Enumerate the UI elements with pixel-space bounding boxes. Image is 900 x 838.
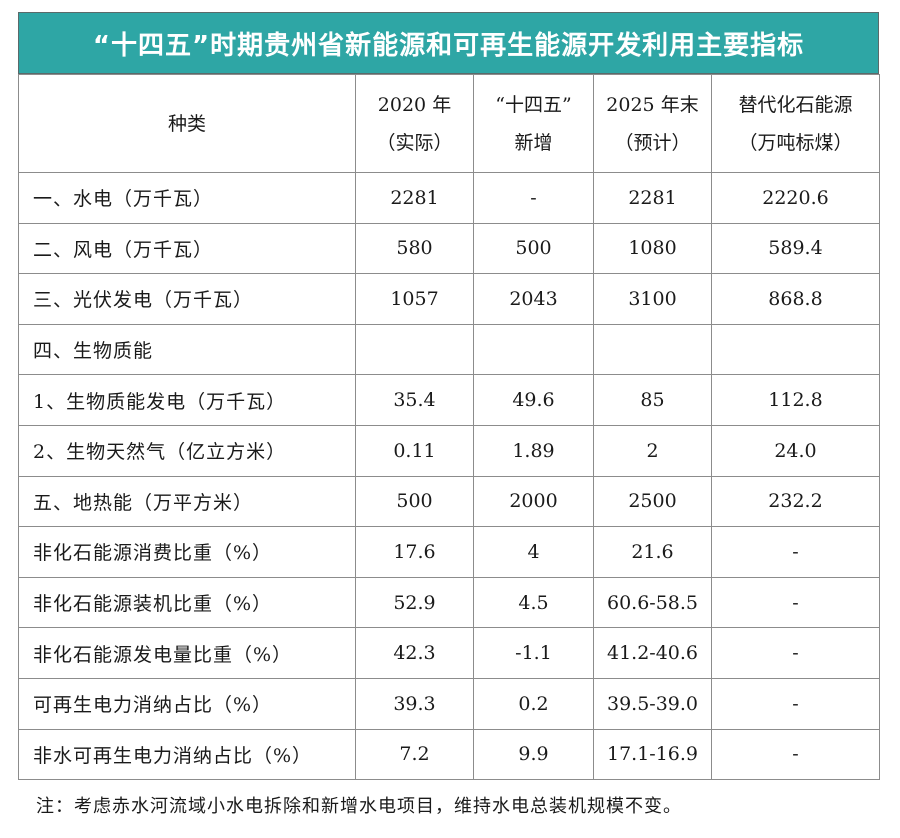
row-label: 一、水电（万千瓦） (18, 172, 356, 224)
cell-substitution (711, 323, 880, 376)
cell-2020: 42.3 (355, 627, 474, 679)
table-row: 非化石能源消费比重（%） 17.6 4 21.6- (18, 526, 880, 578)
cell-substitution: - (711, 728, 880, 781)
cell-2020: 35.4 (355, 374, 474, 426)
cell-2025: 17.1-16.9 (593, 728, 712, 781)
cell-substitution: 2220.6 (711, 172, 880, 224)
row-label: 非化石能源装机比重（%） (18, 576, 356, 629)
cell-substitution: 232.2 (711, 475, 880, 528)
table-row: 1、生物质能发电（万千瓦） 35.4 49.6 85 112.8 (18, 374, 880, 426)
cell-2025: 2281 (593, 172, 712, 224)
indicator-table: 种类 2020 年 （实际） “十四五” 新增 2025 年末 （预计） 替代化… (18, 74, 880, 781)
header-plan-line2: 新增 (514, 131, 553, 154)
cell-plan-added: 0.2 (473, 677, 594, 730)
table-row: 一、水电（万千瓦） 2281-2281 2220.6 (18, 172, 880, 224)
cell-plan-added: 49.6 (473, 374, 594, 426)
table-row: 二、风电（万千瓦） 580 500 1080 589.4 (18, 222, 880, 275)
cell-2025: 21.6 (593, 526, 712, 578)
cell-2020: 0.11 (355, 424, 474, 477)
cell-2020: 17.6 (355, 526, 474, 578)
cell-2025: 39.5-39.0 (593, 677, 712, 730)
cell-plan-added: 4 (473, 526, 594, 578)
cell-plan-added: 4.5 (473, 576, 594, 629)
row-label: 2、生物天然气（亿立方米） (18, 424, 356, 477)
header-substitution: 替代化石能源 （万吨标煤） (711, 74, 880, 173)
table-row: 三、光伏发电（万千瓦） 1057 2043 3100 868.8 (18, 273, 880, 325)
row-label: 非化石能源消费比重（%） (18, 526, 356, 578)
cell-2020: 580 (355, 222, 474, 275)
cell-plan-added: 2043 (473, 273, 594, 325)
table-body: 一、水电（万千瓦） 2281-2281 2220.6 二、风电（万千瓦） 580 500 1… (18, 172, 880, 781)
table-row: 可再生电力消纳占比（%） 39.3 0.2 39.5-39.0- (18, 677, 880, 730)
cell-substitution: 112.8 (711, 374, 880, 426)
header-substitution-line2: （万吨标煤） (738, 131, 853, 154)
cell-2020: 1057 (355, 273, 474, 325)
table-row: 非化石能源装机比重（%） 52.9 4.5 60.6-58.5- (18, 576, 880, 629)
row-label: 非化石能源发电量比重（%） (18, 627, 356, 679)
table-title: “十四五”时期贵州省新能源和可再生能源开发利用主要指标 (18, 12, 879, 74)
cell-2020: 39.3 (355, 677, 474, 730)
cell-plan-added (473, 323, 594, 376)
cell-substitution: - (711, 627, 880, 679)
header-category: 种类 (18, 74, 356, 173)
row-label: 五、地热能（万平方米） (18, 475, 356, 528)
row-label: 1、生物质能发电（万千瓦） (18, 374, 356, 426)
footnote: 注：考虑赤水河流域小水电拆除和新增水电项目，维持水电总装机规模不变。 (36, 796, 682, 817)
row-label: 非水可再生电力消纳占比（%） (18, 728, 356, 781)
cell-plan-added: 9.9 (473, 728, 594, 781)
cell-substitution: - (711, 677, 880, 730)
cell-2025: 2 (593, 424, 712, 477)
header-2020: 2020 年 （实际） (355, 74, 474, 173)
cell-2020: 500 (355, 475, 474, 528)
row-label: 三、光伏发电（万千瓦） (18, 273, 356, 325)
cell-2025: 85 (593, 374, 712, 426)
header-2020-line1: 2020 年 (377, 93, 452, 116)
table-row: 四、生物质能 (18, 323, 880, 376)
indicator-table-container: “十四五”时期贵州省新能源和可再生能源开发利用主要指标 种类 2020 年 （实… (18, 12, 880, 781)
cell-2020: 52.9 (355, 576, 474, 629)
cell-2025: 3100 (593, 273, 712, 325)
row-label: 可再生电力消纳占比（%） (18, 677, 356, 730)
header-row: 种类 2020 年 （实际） “十四五” 新增 2025 年末 （预计） 替代化… (18, 74, 880, 173)
header-2025-line2: （预计） (614, 131, 691, 154)
cell-2020: 7.2 (355, 728, 474, 781)
header-substitution-line1: 替代化石能源 (738, 93, 853, 116)
cell-plan-added: 500 (473, 222, 594, 275)
table-row: 五、地热能（万平方米） 500 2000 2500 232.2 (18, 475, 880, 528)
cell-substitution: 589.4 (711, 222, 880, 275)
cell-2025 (593, 323, 712, 376)
cell-2025: 41.2-40.6 (593, 627, 712, 679)
cell-2025: 60.6-58.5 (593, 576, 712, 629)
cell-substitution: - (711, 526, 880, 578)
header-plan-line1: “十四五” (495, 93, 572, 116)
cell-2020: 2281 (355, 172, 474, 224)
cell-plan-added: - (473, 172, 594, 224)
table-row: 2、生物天然气（亿立方米） 0.11 1.89 2 24.0 (18, 424, 880, 477)
header-2025-line1: 2025 年末 (606, 93, 699, 116)
cell-substitution: 868.8 (711, 273, 880, 325)
cell-plan-added: 2000 (473, 475, 594, 528)
cell-substitution: - (711, 576, 880, 629)
table-row: 非化石能源发电量比重（%） 42.3 -1.1 41.2-40.6- (18, 627, 880, 679)
header-plan-added: “十四五” 新增 (473, 74, 594, 173)
row-label: 二、风电（万千瓦） (18, 222, 356, 275)
cell-2025: 2500 (593, 475, 712, 528)
table-row: 非水可再生电力消纳占比（%） 7.2 9.9 17.1-16.9- (18, 728, 880, 781)
cell-substitution: 24.0 (711, 424, 880, 477)
cell-2020 (355, 323, 474, 376)
cell-plan-added: -1.1 (473, 627, 594, 679)
row-label: 四、生物质能 (18, 323, 356, 376)
cell-plan-added: 1.89 (473, 424, 594, 477)
header-2020-line2: （实际） (376, 131, 453, 154)
cell-2025: 1080 (593, 222, 712, 275)
header-2025: 2025 年末 （预计） (593, 74, 712, 173)
